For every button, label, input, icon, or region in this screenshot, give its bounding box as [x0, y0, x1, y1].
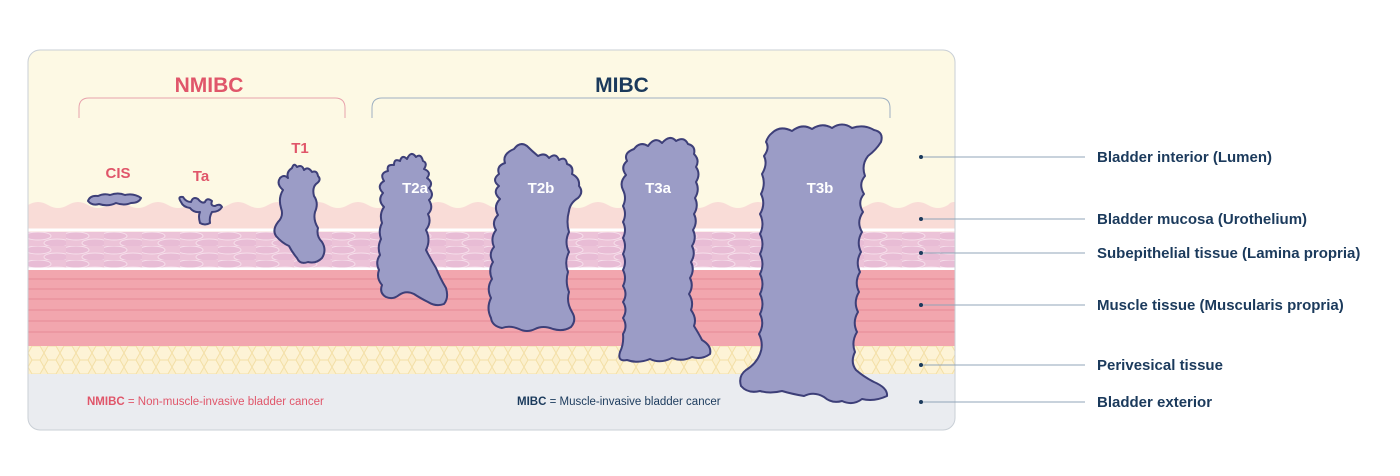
stage-label-t1: T1: [291, 140, 309, 157]
stage-label-ta: Ta: [193, 168, 210, 185]
urothelium-dot: [919, 217, 923, 221]
label-exterior: Bladder exterior: [1097, 394, 1212, 411]
tumor-t2b: [487, 143, 583, 332]
stage-label-t2a: T2a: [402, 180, 429, 197]
lumen-dot: [919, 155, 923, 159]
lamina-dot: [919, 251, 923, 255]
tumor-ta: [178, 195, 223, 226]
perivesical-dot: [919, 363, 923, 367]
exterior-dot: [919, 400, 923, 404]
tumor-t1: [273, 163, 326, 264]
mibc-bracket: [371, 97, 891, 118]
stage-label-t3a: T3a: [645, 180, 672, 197]
muscle-dot: [919, 303, 923, 307]
label-lumen: Bladder interior (Lumen): [1097, 149, 1272, 166]
nmibc-definition: NMIBC = Non-muscle-invasive bladder canc…: [87, 396, 324, 408]
tumor-t2a: [376, 153, 449, 307]
nmibc-title: NMIBC: [175, 74, 244, 97]
label-muscle: Muscle tissue (Muscularis propria): [1097, 297, 1344, 314]
tumor-t3b: [739, 123, 889, 405]
label-urothelium: Bladder mucosa (Urothelium): [1097, 211, 1307, 228]
mibc-definition-text: = Muscle-invasive bladder cancer: [546, 396, 720, 408]
nmibc-bracket: [78, 97, 346, 118]
mibc-abbr: MIBC: [517, 396, 546, 408]
nmibc-definition-text: = Non-muscle-invasive bladder cancer: [125, 396, 324, 408]
urothelium-layer: [28, 202, 955, 232]
stage-label-cis: CIS: [105, 165, 130, 182]
tumor-t3a: [618, 137, 712, 363]
mibc-title: MIBC: [595, 74, 649, 97]
mibc-definition: MIBC = Muscle-invasive bladder cancer: [517, 396, 721, 408]
tumor-cis: [87, 192, 142, 207]
nmibc-abbr: NMIBC: [87, 396, 125, 408]
leader-lines: [921, 156, 1085, 403]
stage-label-t3b: T3b: [807, 180, 834, 197]
stage-label-t2b: T2b: [528, 180, 555, 197]
label-perivesical: Perivesical tissue: [1097, 357, 1223, 374]
label-lamina-propria: Subepithelial tissue (Lamina propria): [1097, 245, 1360, 262]
